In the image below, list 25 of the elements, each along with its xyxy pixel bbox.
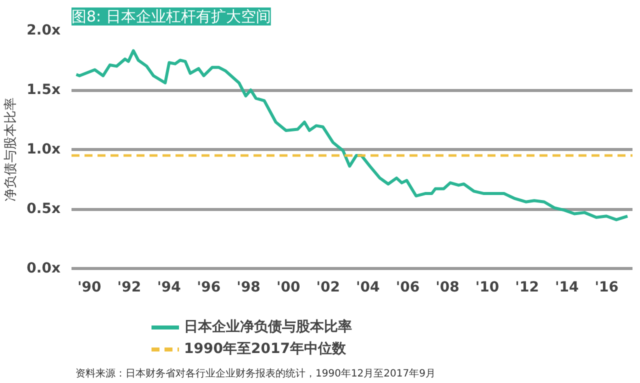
x-tick-label: '14 bbox=[554, 280, 579, 296]
x-tick-label: '08 bbox=[436, 280, 460, 296]
x-tick-label: '16 bbox=[594, 280, 619, 296]
x-tick-label: '06 bbox=[396, 280, 420, 296]
x-tick-label: '02 bbox=[316, 280, 340, 296]
y-tick-label: 0.0x bbox=[26, 260, 61, 276]
x-tick-label: '96 bbox=[196, 280, 221, 296]
line-series bbox=[74, 49, 630, 222]
y-tick-label: 2.0x bbox=[26, 22, 61, 38]
x-tick-label: '94 bbox=[157, 280, 182, 296]
legend-label: 日本企业净负债与股本比率 bbox=[184, 318, 352, 336]
x-tick-label: '92 bbox=[117, 280, 142, 296]
x-tick-label: '98 bbox=[236, 280, 260, 296]
y-tick-label: 0.5x bbox=[26, 201, 61, 217]
y-tick-label: 1.0x bbox=[26, 142, 61, 158]
x-tick-label: '90 bbox=[78, 280, 102, 296]
legend-label: 1990年至2017年中位数 bbox=[184, 340, 346, 358]
y-tick-label: 1.5x bbox=[26, 82, 61, 98]
y-axis-title: 净负债与股本比率 bbox=[2, 98, 19, 202]
x-tick-label: '10 bbox=[475, 280, 500, 296]
x-tick-label: '04 bbox=[356, 280, 380, 296]
text: 资料来源：日本财务省对各行业企业财务报表的统计，1990年12月至2017年9月 bbox=[76, 368, 436, 380]
chart-title: 图8: 日本企业杠杆有扩大空间 bbox=[72, 8, 271, 26]
x-tick-label: '00 bbox=[276, 280, 300, 296]
x-tick-label: '12 bbox=[515, 280, 539, 296]
